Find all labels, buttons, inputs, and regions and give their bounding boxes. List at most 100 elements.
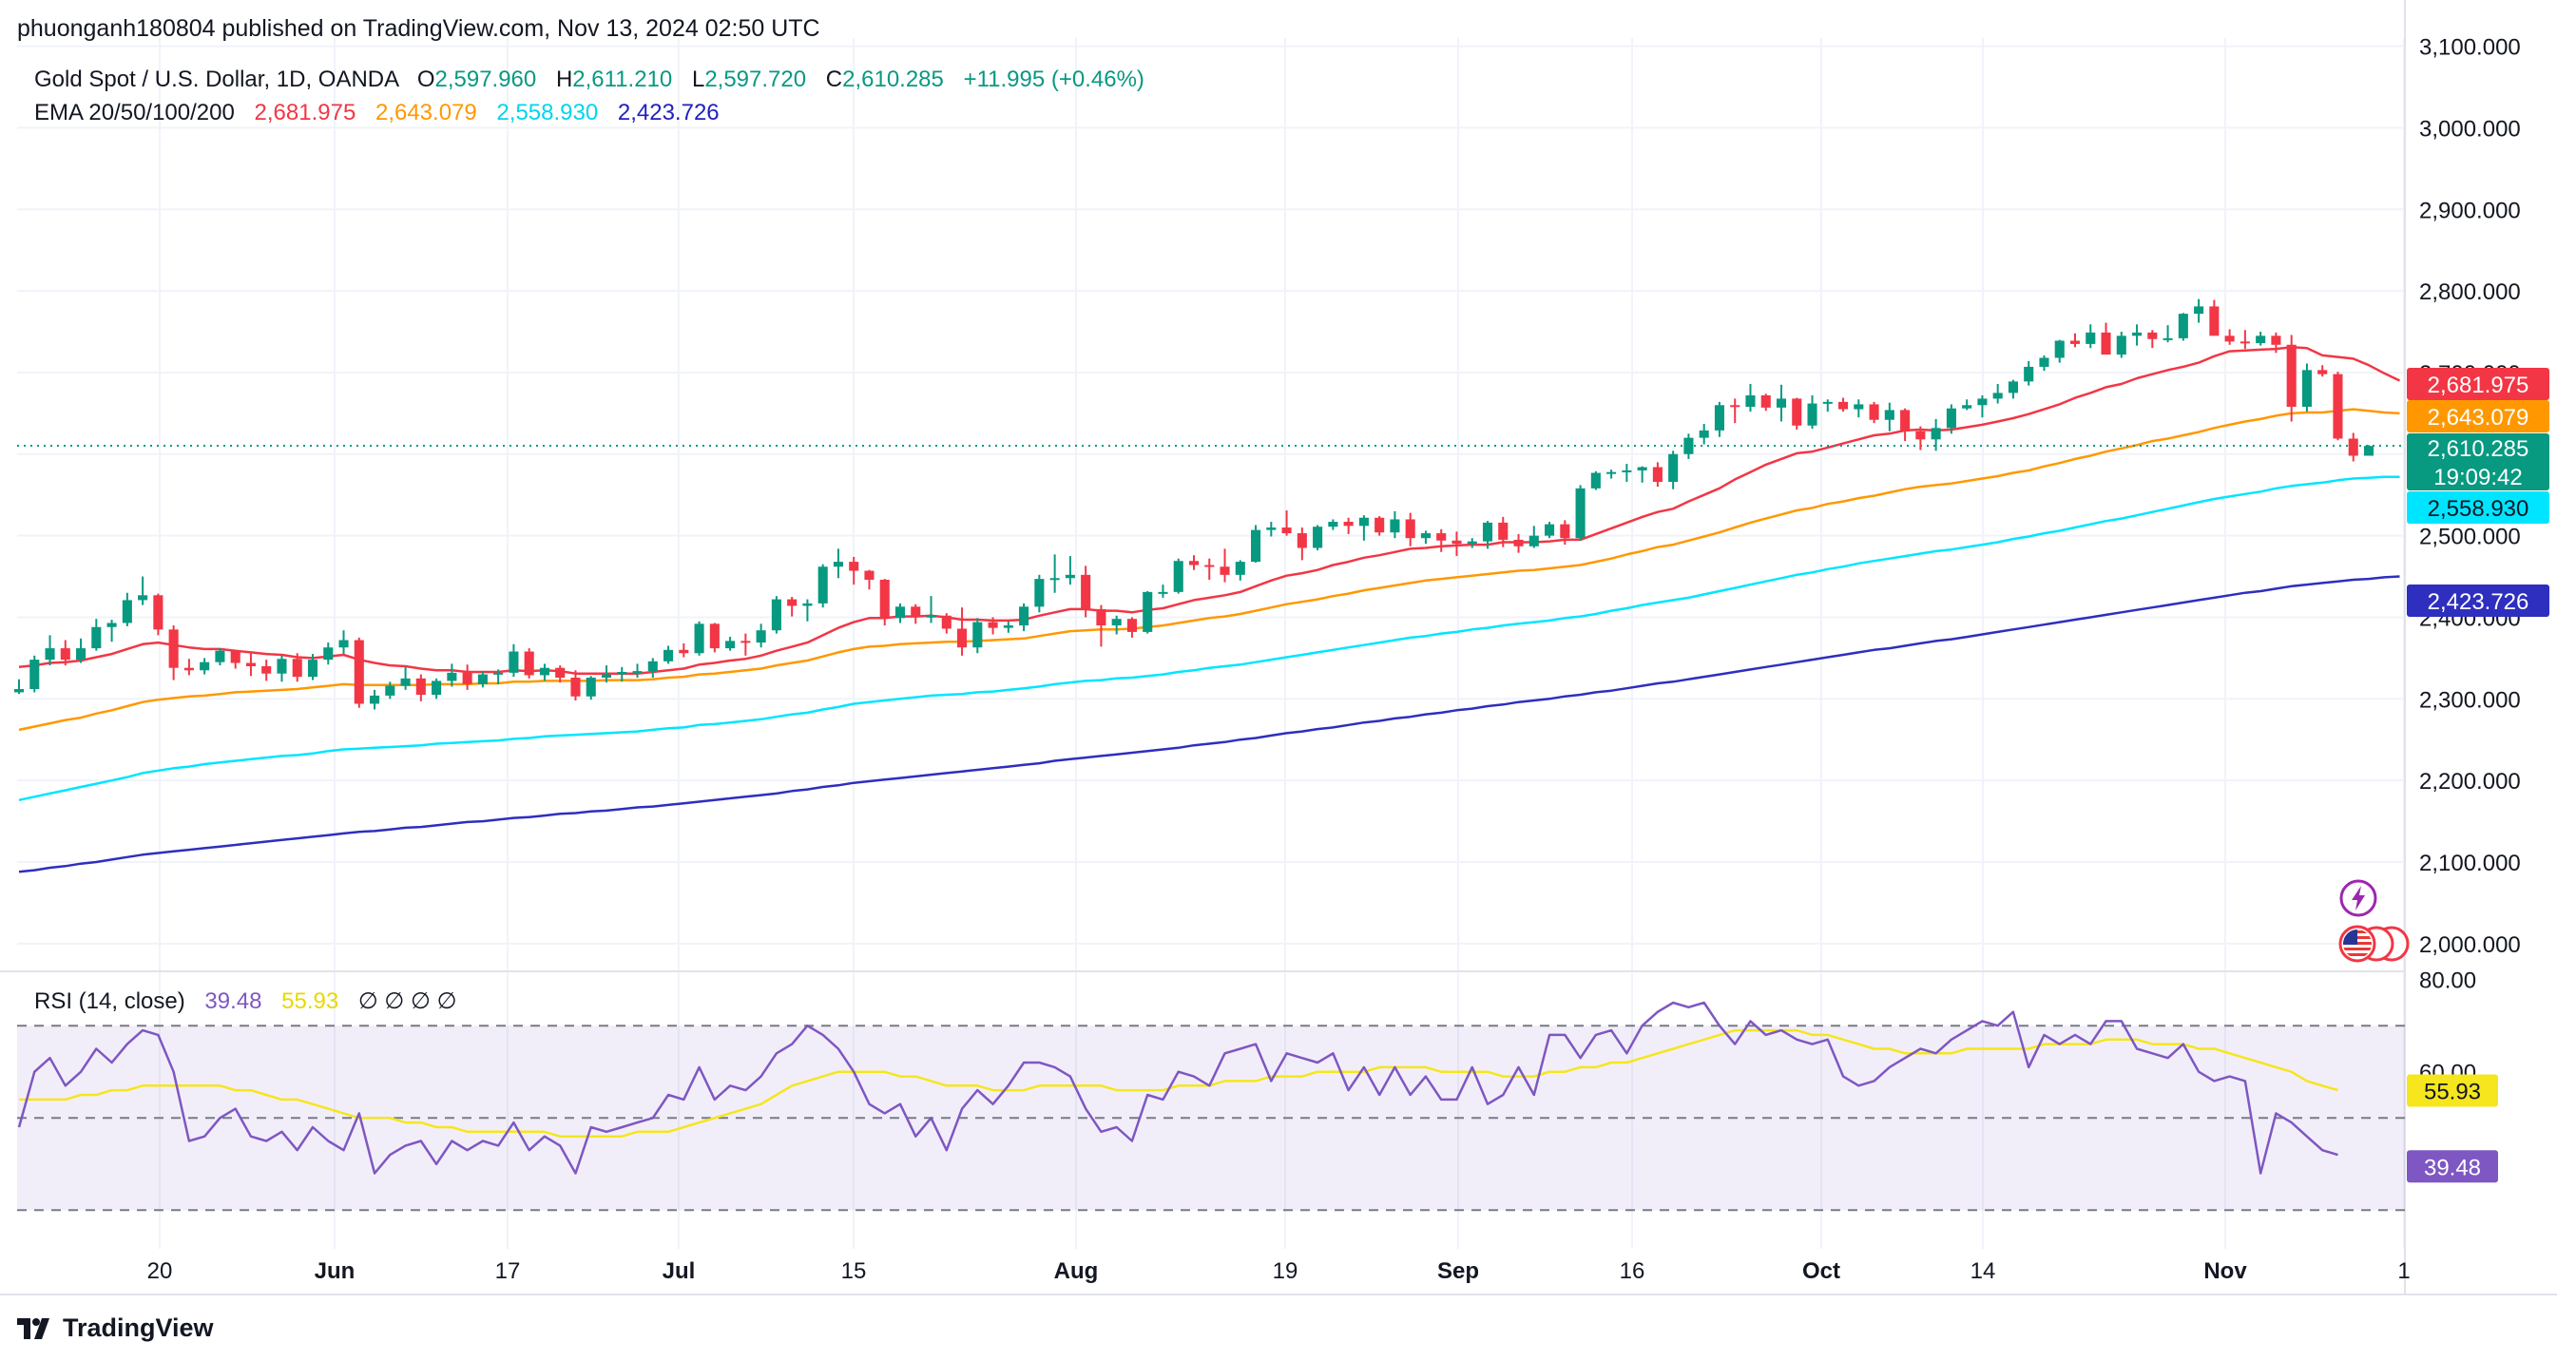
rsi-ma-price-label: 55.93 <box>2424 1079 2481 1104</box>
rsi-price-label: 39.48 <box>2424 1155 2481 1180</box>
candle-body <box>338 640 349 648</box>
brand-name: TradingView <box>63 1313 214 1342</box>
candle-body <box>849 562 859 571</box>
candle-body <box>802 603 813 606</box>
candle-body <box>354 640 364 704</box>
candle-body <box>817 566 828 604</box>
candle-body <box>2224 335 2235 342</box>
candle-body <box>13 689 25 693</box>
ema50-price-label-bg <box>2407 400 2549 432</box>
candle-body <box>1915 431 1926 440</box>
candle-body <box>756 630 766 643</box>
candle-body <box>2333 374 2343 439</box>
price-tick-label: 2,200.000 <box>2419 769 2521 795</box>
candle-body <box>1251 529 1261 563</box>
candle-body <box>1884 410 1894 420</box>
candle-body <box>709 623 720 649</box>
candle-body <box>771 599 781 631</box>
price-labels: 2,681.975 2,643.079 2,610.285 19:09:42 2,558… <box>2407 368 2549 1183</box>
countdown-label: 19:09:42 <box>2433 465 2522 490</box>
rsi-line <box>17 1001 2338 1175</box>
candle-body <box>122 600 132 623</box>
ema-legend: EMA 20/50/100/200 2,681.975 2,643.079 2,… <box>34 100 733 126</box>
close-value: 2,610.285 <box>842 67 944 92</box>
last-price-label-bg <box>2407 433 2549 490</box>
candle-body <box>1375 517 1385 533</box>
candle-body <box>2286 344 2297 407</box>
candle-body <box>1545 524 1555 536</box>
price-tick-label: 2,100.000 <box>2419 851 2521 876</box>
price-tick-label: 2,300.000 <box>2419 687 2521 713</box>
candle-body <box>601 674 612 678</box>
candle-body <box>1220 566 1230 575</box>
candle-body <box>632 671 643 674</box>
time-axis[interactable]: 20 Jun 17 Jul 15 Aug 19 Sep 16 Oct 14 Nov 1 <box>147 1258 2411 1284</box>
candle-body <box>1869 404 1879 420</box>
candle-body <box>432 680 442 696</box>
candle-body <box>679 649 689 654</box>
candle-body <box>447 672 457 681</box>
candle-body <box>1405 519 1415 539</box>
candle-body <box>1343 522 1354 527</box>
time-tick-label: 15 <box>841 1258 867 1284</box>
us-flag-icon[interactable] <box>2335 924 2411 964</box>
candle-body <box>2209 306 2220 336</box>
candle-body <box>153 595 163 630</box>
rsi-label[interactable]: RSI (14, close) <box>34 988 185 1014</box>
price-axis[interactable]: 2,000.0002,100.0002,200.0002,300.0002,40… <box>2419 35 2521 1086</box>
time-tick-label: 14 <box>1970 1258 1996 1284</box>
candle-body <box>1900 410 1911 431</box>
ema100-value: 2,558.930 <box>496 100 599 125</box>
candle-body <box>787 599 798 606</box>
change-value: +11.995 (+0.46%) <box>963 67 1144 92</box>
candle-body <box>1683 437 1694 454</box>
symbol-title[interactable]: Gold Spot / U.S. Dollar, 1D, OANDA <box>34 67 400 92</box>
candle-body <box>1482 522 1493 542</box>
rsi-value: 39.48 <box>204 988 262 1014</box>
candle-body <box>1575 488 1586 539</box>
candle-body <box>245 662 256 666</box>
candle-body <box>2271 335 2281 345</box>
price-tick-label: 3,000.000 <box>2419 116 2521 142</box>
candle-body <box>2147 332 2158 339</box>
candle-body <box>1297 533 1307 548</box>
high-label: H <box>555 67 573 92</box>
candle-body <box>277 659 287 674</box>
time-tick-label: Jun <box>315 1258 356 1284</box>
candle-body <box>1003 625 1013 628</box>
candle-body <box>1188 561 1200 565</box>
candle-body <box>261 665 272 674</box>
candle-body <box>833 562 843 567</box>
candle-body <box>1931 428 1941 440</box>
rsi-legend: RSI (14, close) 39.48 55.93 ∅ ∅ ∅ ∅ <box>34 987 457 1015</box>
candle-body <box>555 667 566 678</box>
candle-body <box>1668 453 1679 482</box>
candle-body <box>911 606 921 618</box>
candle-body <box>1590 472 1601 489</box>
rsi-ma-line <box>19 1028 2338 1138</box>
candle-body <box>2178 314 2188 338</box>
candle-body <box>1822 401 1833 404</box>
candle-body <box>570 677 581 697</box>
ema100-line <box>18 475 2400 802</box>
candle-body <box>1313 527 1323 548</box>
candle-body <box>230 650 240 663</box>
tradingview-logo: TradingView <box>17 1313 214 1343</box>
candle-body <box>617 671 627 675</box>
candle-body <box>1528 535 1539 546</box>
rsi-label-bg <box>2407 1150 2498 1183</box>
candle-body <box>1776 398 1787 408</box>
time-tick-label: 16 <box>1620 1258 1645 1284</box>
price-tick-label: 2,500.000 <box>2419 525 2521 550</box>
ema50-price-label: 2,643.079 <box>2428 405 2529 431</box>
ema-label[interactable]: EMA 20/50/100/200 <box>34 100 235 125</box>
candle-body <box>1498 522 1509 540</box>
candle-body <box>1699 430 1709 438</box>
candle-body <box>1560 524 1570 539</box>
lightning-icon[interactable] <box>2338 878 2378 918</box>
ema20-price-label: 2,681.975 <box>2428 373 2529 398</box>
candle-body <box>2348 438 2358 456</box>
low-value: 2,597.720 <box>704 67 807 92</box>
time-tick-label: Nov <box>2203 1258 2247 1284</box>
